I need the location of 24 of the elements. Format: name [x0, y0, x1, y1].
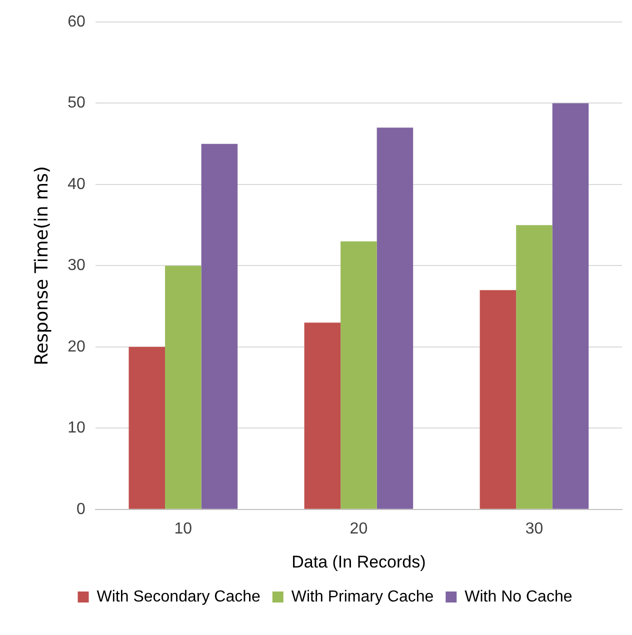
- bar: [128, 346, 166, 509]
- bar: [376, 128, 414, 509]
- y-tick-label: 10: [68, 420, 86, 437]
- bar: [201, 144, 238, 509]
- x-tick-label: 30: [525, 520, 544, 538]
- y-tick-label: 30: [68, 257, 86, 274]
- x-tick-label: 10: [174, 520, 192, 538]
- legend-label: With No Cache: [464, 588, 572, 606]
- bar: [304, 322, 341, 509]
- bar: [340, 241, 377, 509]
- bar: [516, 225, 552, 509]
- y-axis-title: Response Time(in ms): [31, 166, 52, 366]
- y-tick-label: 0: [76, 500, 86, 518]
- y-tick-label: 40: [68, 176, 86, 193]
- y-tick-label: 60: [68, 13, 86, 30]
- bar: [165, 266, 202, 509]
- bar: [552, 103, 589, 509]
- legend-label: With Primary Cache: [291, 588, 434, 606]
- y-tick-label: 20: [68, 338, 86, 356]
- x-tick-label: 20: [350, 520, 368, 538]
- x-axis-title: Data (In Records): [292, 552, 426, 572]
- legend-label: With Secondary Cache: [96, 588, 260, 606]
- bar: [480, 290, 516, 509]
- y-tick-label: 50: [68, 94, 86, 112]
